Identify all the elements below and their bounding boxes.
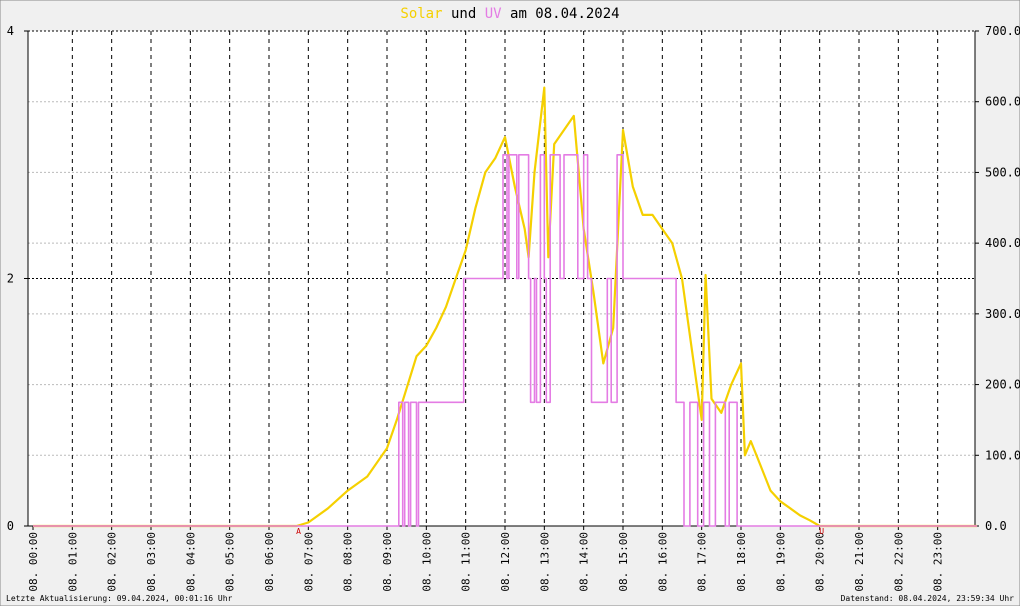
chart-title: Solar und UV am 08.04.2024	[400, 6, 619, 22]
series-line	[33, 154, 977, 527]
x-tick-label: 08. 07:00	[302, 532, 315, 592]
annotation: A	[296, 527, 301, 536]
x-tick-label: 08. 08:00	[342, 532, 355, 592]
x-tick-label: 08. 20:00	[814, 532, 827, 592]
x-tick-label: 08. 00:00	[27, 532, 40, 592]
x-tick-label: 08. 22:00	[892, 532, 905, 592]
footer-left: Letzte Aktualisierung: 09.04.2024, 00:01…	[6, 594, 233, 603]
x-tick-label: 08. 21:00	[853, 532, 866, 592]
x-tick-label: 08. 04:00	[184, 532, 197, 592]
footer-right: Datenstand: 08.04.2024, 23:59:34 Uhr	[841, 594, 1015, 603]
x-tick-label: 08. 10:00	[420, 532, 433, 592]
x-tick-label: 08. 15:00	[617, 532, 630, 592]
x-tick-label: 08. 06:00	[263, 532, 276, 592]
y-tick-label: 4	[7, 24, 14, 38]
series-line	[33, 86, 977, 528]
annotation: U	[819, 527, 824, 536]
x-tick-label: 08. 02:00	[106, 532, 119, 592]
x-tick-label: 08. 09:00	[381, 532, 394, 592]
x-tick-label: 08. 14:00	[578, 532, 591, 592]
x-tick-label: 08. 01:00	[66, 532, 79, 592]
y2-tick-label: 600.0	[985, 95, 1020, 109]
x-tick-label: 08. 12:00	[499, 532, 512, 592]
y2-tick-label: 500.0	[985, 165, 1020, 179]
y2-tick-label: 100.0	[985, 448, 1020, 462]
x-tick-label: 08. 19:00	[774, 532, 787, 592]
y2-tick-label: 300.0	[985, 307, 1020, 321]
y2-tick-label: 700.0	[985, 24, 1020, 38]
x-tick-label: 08. 05:00	[224, 532, 237, 592]
y-tick-label: 2	[7, 272, 14, 286]
title-series: Solar	[400, 6, 442, 22]
x-tick-label: 08. 11:00	[460, 532, 473, 592]
x-tick-label: 08. 13:00	[538, 532, 551, 592]
x-tick-label: 08. 18:00	[735, 532, 748, 592]
y2-tick-label: 400.0	[985, 236, 1020, 250]
title-connector: und	[451, 6, 476, 22]
title-series: UV	[485, 6, 502, 22]
y-tick-label: 0	[7, 519, 14, 533]
y2-tick-label: 0.0	[985, 519, 1007, 533]
x-tick-label: 08. 16:00	[656, 532, 669, 592]
x-tick-label: 08. 17:00	[696, 532, 709, 592]
y2-tick-label: 200.0	[985, 378, 1020, 392]
x-tick-label: 08. 23:00	[932, 532, 945, 592]
x-tick-label: 08. 03:00	[145, 532, 158, 592]
title-date: am 08.04.2024	[510, 6, 620, 22]
